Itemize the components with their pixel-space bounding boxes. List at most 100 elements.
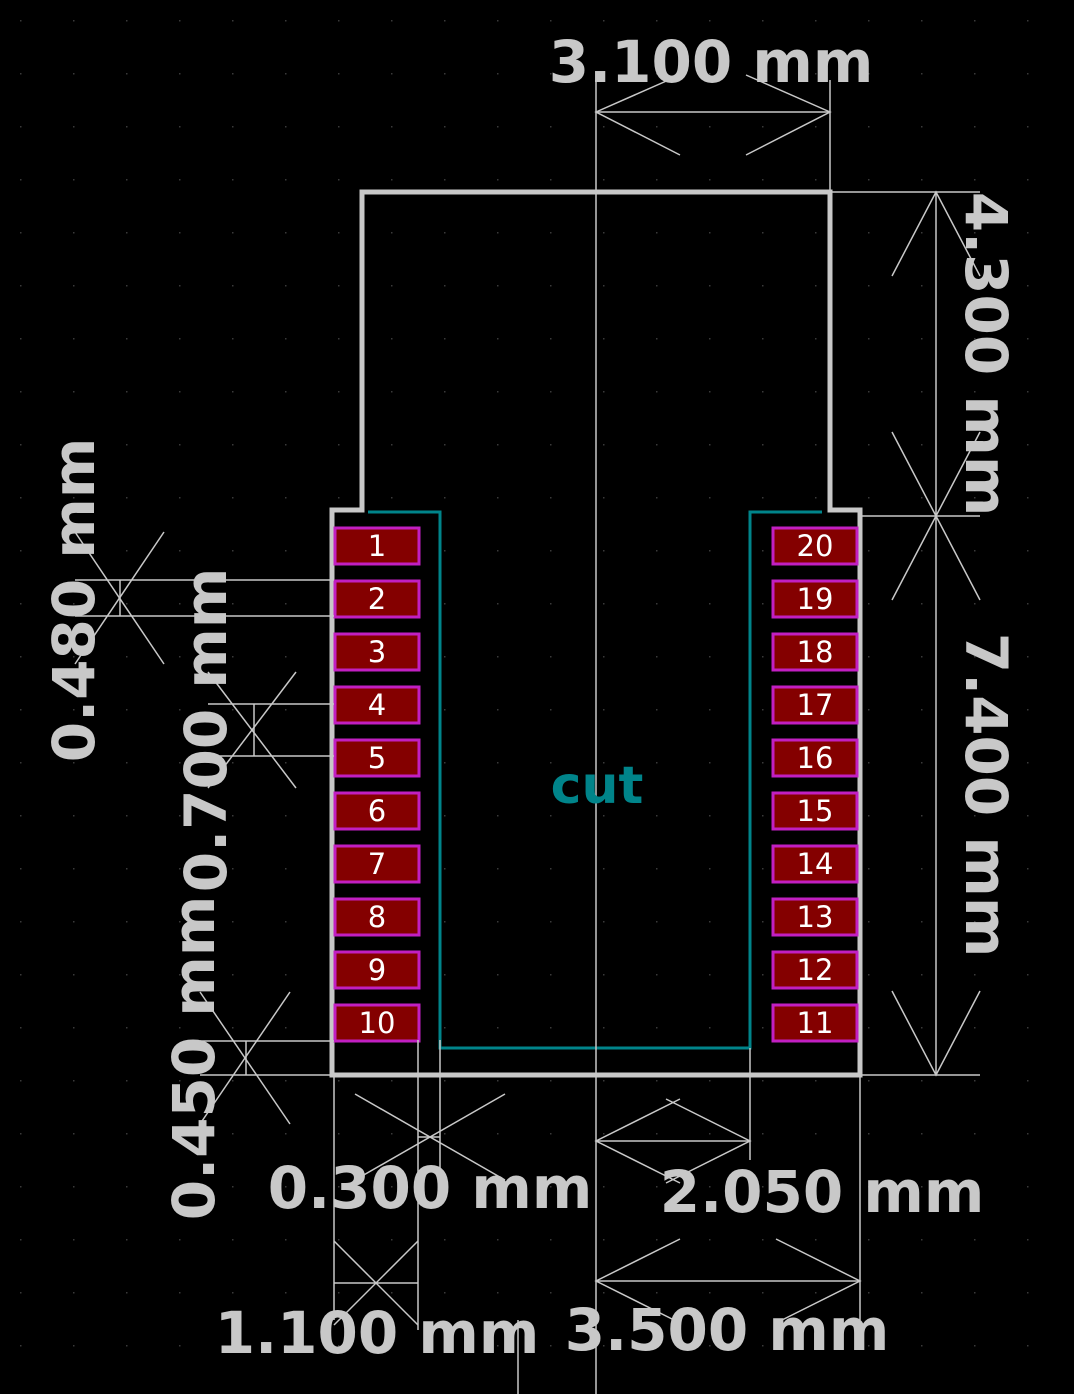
grid-dot	[603, 73, 605, 75]
grid-dot	[1027, 656, 1029, 658]
grid-dot	[709, 709, 711, 711]
grid-dot	[232, 1292, 234, 1294]
grid-dot	[391, 497, 393, 499]
grid-dot	[338, 391, 340, 393]
grid-dot	[285, 1027, 287, 1029]
pad-rect	[333, 950, 421, 990]
grid-dot	[762, 815, 764, 817]
grid-dot	[1027, 179, 1029, 181]
grid-dot	[444, 974, 446, 976]
grid-dot	[709, 1080, 711, 1082]
grid-dot	[232, 762, 234, 764]
grid-dot	[656, 1345, 658, 1347]
grid-dot	[974, 1239, 976, 1241]
grid-dot	[232, 815, 234, 817]
grid-dot	[974, 656, 976, 658]
pad-label: 20	[797, 529, 834, 563]
grid-dot	[20, 974, 22, 976]
board-outline	[329, 189, 863, 1078]
grid-dot	[391, 1186, 393, 1188]
grid-dots	[20, 20, 1029, 1347]
dimension-bottom-half-total: 3.500 mm	[565, 1077, 889, 1364]
grid-dot	[603, 550, 605, 552]
grid-dot	[338, 444, 340, 446]
grid-dot	[285, 1080, 287, 1082]
grid-dot	[444, 709, 446, 711]
grid-dot	[338, 1080, 340, 1082]
grid-dot	[709, 868, 711, 870]
pads-left-column: 1 2 3 4 5 6 7 8 9 10	[333, 526, 421, 1043]
grid-dot	[20, 762, 22, 764]
grid-dot	[921, 656, 923, 658]
grid-dot	[762, 762, 764, 764]
grid-dot	[232, 1186, 234, 1188]
grid-dot	[815, 20, 817, 22]
grid-dot	[73, 1345, 75, 1347]
grid-dot	[974, 815, 976, 817]
grid-dot	[974, 232, 976, 234]
grid-dot	[444, 921, 446, 923]
grid-dot	[868, 73, 870, 75]
grid-dot	[73, 815, 75, 817]
grid-dot	[285, 656, 287, 658]
grid-dot	[232, 656, 234, 658]
grid-dot	[73, 497, 75, 499]
pad-19: 19	[771, 579, 859, 619]
grid-dot	[73, 73, 75, 75]
grid-dot	[921, 709, 923, 711]
grid-dot	[974, 603, 976, 605]
pad-rect	[771, 738, 859, 778]
pad-label: 12	[797, 953, 834, 987]
grid-dot	[179, 921, 181, 923]
grid-dot	[179, 285, 181, 287]
grid-dot	[497, 762, 499, 764]
grid-dot	[974, 1027, 976, 1029]
grid-dot	[656, 1186, 658, 1188]
grid-dot	[126, 868, 128, 870]
grid-dot	[921, 179, 923, 181]
grid-dot	[815, 338, 817, 340]
grid-dot	[232, 868, 234, 870]
grid-dot	[232, 921, 234, 923]
grid-dot	[338, 1345, 340, 1347]
grid-dot	[444, 179, 446, 181]
grid-dot	[20, 1027, 22, 1029]
grid-dot	[656, 338, 658, 340]
grid-dot	[815, 285, 817, 287]
grid-dot	[550, 762, 552, 764]
grid-dot	[656, 921, 658, 923]
grid-dot	[550, 868, 552, 870]
grid-dot	[444, 20, 446, 22]
pad-label: 4	[368, 688, 386, 722]
grid-dot	[868, 1239, 870, 1241]
grid-dot	[232, 1239, 234, 1241]
grid-dot	[603, 179, 605, 181]
pad-rect	[771, 579, 859, 619]
grid-dot	[391, 179, 393, 181]
pad-11: 11	[771, 1003, 859, 1043]
grid-dot	[762, 709, 764, 711]
grid-dot	[603, 444, 605, 446]
grid-dot	[603, 1080, 605, 1082]
grid-dot	[179, 20, 181, 22]
pad-label: 8	[368, 900, 386, 934]
grid-dot	[285, 603, 287, 605]
grid-dot	[656, 391, 658, 393]
grid-dot	[497, 815, 499, 817]
grid-dot	[656, 974, 658, 976]
grid-dot	[762, 603, 764, 605]
pad-14: 14	[771, 844, 859, 884]
grid-dot	[1027, 815, 1029, 817]
grid-dot	[656, 550, 658, 552]
grid-dot	[285, 550, 287, 552]
grid-dot	[550, 603, 552, 605]
grid-dot	[232, 709, 234, 711]
grid-dot	[656, 603, 658, 605]
grid-dot	[126, 73, 128, 75]
grid-dot	[815, 444, 817, 446]
grid-dot	[444, 232, 446, 234]
grid-dot	[497, 1133, 499, 1135]
grid-dot	[974, 285, 976, 287]
grid-dot	[20, 1080, 22, 1082]
pad-15: 15	[771, 791, 859, 831]
